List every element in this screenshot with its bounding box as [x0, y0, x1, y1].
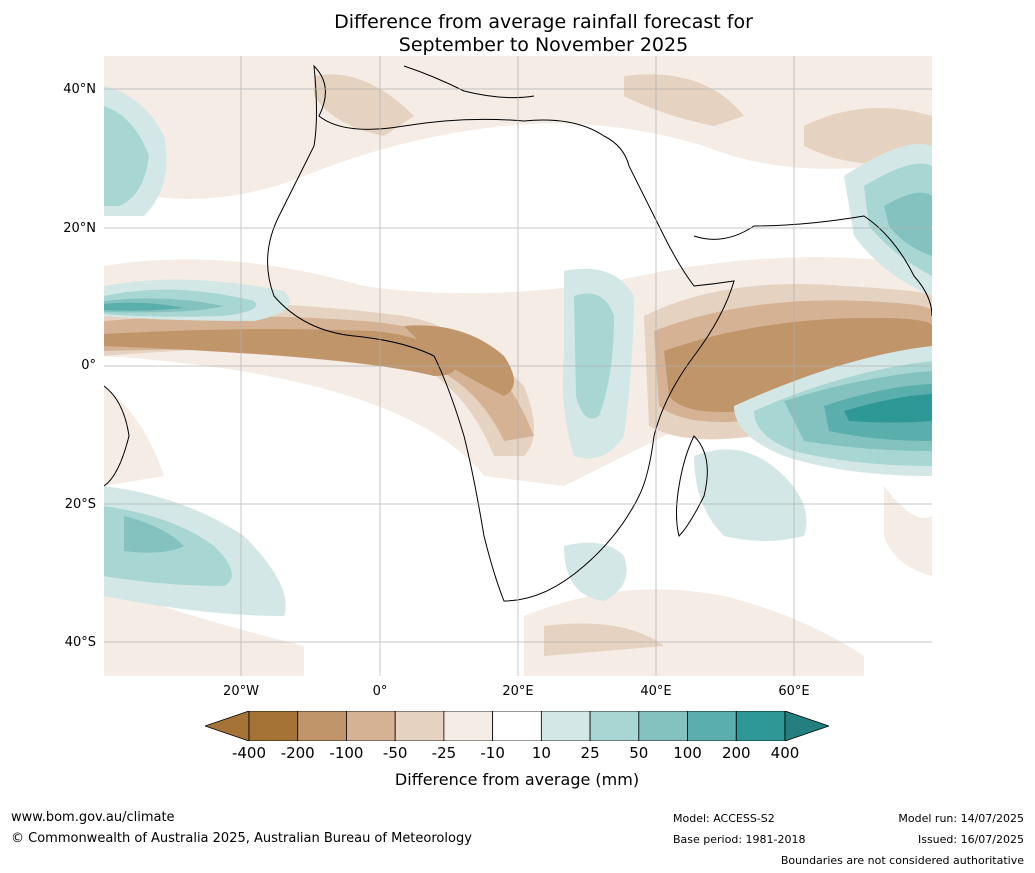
- lat-label-40s: 40°S: [64, 635, 96, 650]
- lon-label-20e: 20°E: [502, 684, 534, 699]
- footer-website: www.bom.gov.au/climate: [11, 810, 175, 825]
- legend-swatch: [443, 711, 494, 741]
- footer-disclaimer: Boundaries are not considered authoritat…: [780, 854, 1024, 867]
- legend-tick-label: 400: [770, 744, 800, 762]
- footer-base-period: Base period: 1981-2018: [673, 833, 806, 846]
- lat-label-0: 0°: [81, 358, 96, 373]
- legend-swatch: [638, 711, 688, 741]
- legend-tick-label: -200: [280, 744, 315, 762]
- legend-tick-label: -400: [231, 744, 267, 762]
- legend-tick-label: -50: [382, 744, 408, 762]
- lat-label-40n: 40°N: [63, 82, 96, 97]
- lat-label-20n: 20°N: [63, 221, 96, 236]
- lat-label-20s: 20°S: [64, 497, 96, 512]
- legend-tick-label: 50: [629, 744, 649, 762]
- legend-colorbar: [205, 711, 829, 741]
- legend-swatch: [735, 711, 786, 741]
- lon-label-40e: 40°E: [640, 684, 672, 699]
- legend-tick-label: 25: [580, 744, 600, 762]
- footer-model: Model: ACCESS-S2: [673, 812, 775, 825]
- legend-swatch: [687, 711, 737, 741]
- legend-swatch: [297, 711, 347, 741]
- legend-swatch: [394, 711, 445, 741]
- legend-swatch: [248, 711, 299, 741]
- legend-swatch: [346, 711, 396, 741]
- legend-tick-label: 100: [673, 744, 702, 762]
- legend-tick-label: -10: [480, 744, 505, 762]
- legend-arrow-max: [784, 711, 829, 741]
- legend-tick-label: -25: [431, 744, 457, 762]
- anomaly-dry-very-strong: [104, 317, 932, 412]
- lon-label-60e: 60°E: [778, 684, 810, 699]
- graticule: [104, 56, 932, 676]
- footer-model-run: Model run: 14/07/2025: [898, 812, 1024, 825]
- legend-tick-label: 10: [531, 744, 551, 762]
- lon-label-20w: 20°W: [223, 684, 259, 699]
- legend-arrow-min: [205, 711, 250, 741]
- legend-swatch: [589, 711, 640, 741]
- legend-tick-label: 200: [721, 744, 751, 762]
- coastlines: [104, 64, 932, 602]
- footer-copyright: © Commonwealth of Australia 2025, Austra…: [11, 831, 472, 846]
- lon-label-0: 0°: [372, 684, 388, 699]
- map-title-line2: September to November 2025: [398, 34, 689, 56]
- anomaly-wet-extreme: [844, 394, 932, 423]
- legend-swatch: [492, 711, 542, 741]
- legend-tick-label: -100: [329, 744, 364, 762]
- legend-title: Difference from average (mm): [394, 770, 640, 789]
- legend-swatch: [540, 711, 591, 741]
- footer-issued: Issued: 16/07/2025: [917, 833, 1024, 846]
- map-title-line1: Difference from average rainfall forecas…: [334, 11, 753, 33]
- rainfall-map: [104, 56, 932, 676]
